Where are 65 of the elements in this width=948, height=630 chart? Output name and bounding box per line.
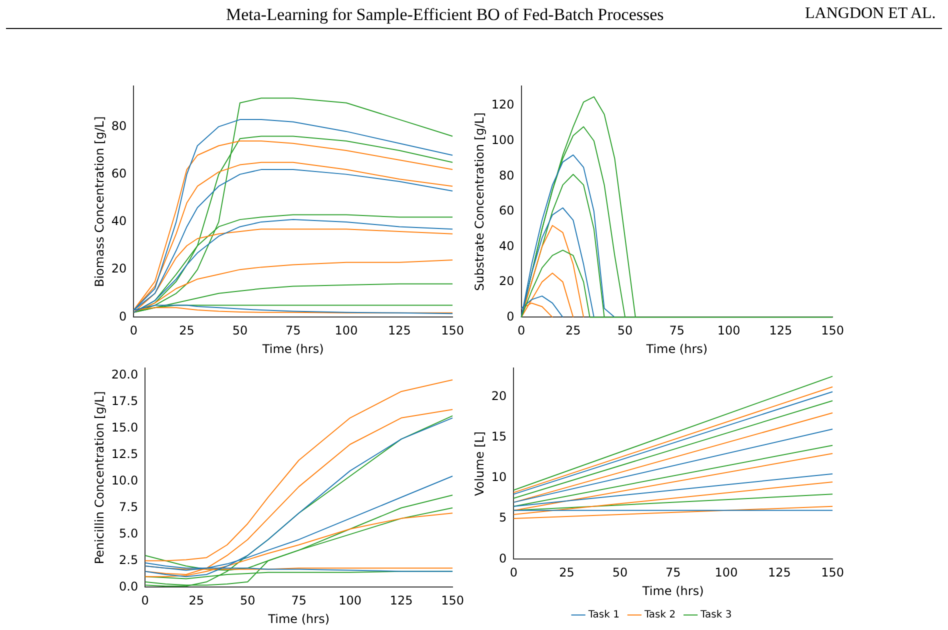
y-tick-label: 20 [111, 262, 127, 276]
y-tick-label: 15 [491, 429, 507, 444]
y-axis-title: Substrate Concentration [g/L] [472, 112, 486, 291]
x-axis-title: Time (hrs) [267, 612, 330, 626]
y-tick-label: 120 [491, 98, 514, 112]
y-tick-label: 60 [499, 204, 514, 218]
y-tick-label: 20 [491, 388, 507, 403]
x-tick-label: 75 [669, 324, 685, 338]
y-tick-label: 0 [499, 551, 507, 566]
x-tick-label: 150 [441, 324, 464, 338]
legend-label: Task 2 [643, 610, 676, 621]
y-axis-title: Volume [L] [472, 431, 486, 496]
y-tick-label: 40 [499, 238, 514, 253]
x-tick-label: 125 [769, 324, 792, 338]
y-tick-label: 7.5 [119, 500, 138, 514]
y-tick-label: 0 [506, 309, 514, 324]
legend-label: Task 3 [700, 610, 732, 621]
y-tick-label: 2.5 [119, 552, 138, 567]
y-tick-label: 20 [499, 274, 514, 288]
x-tick-label: 0 [141, 594, 149, 608]
x-tick-label: 125 [388, 324, 411, 338]
x-tick-label: 125 [390, 594, 413, 608]
y-axis-title: Biomass Concentration [g/L] [92, 116, 106, 288]
x-tick-label: 50 [617, 324, 633, 338]
x-tick-label: 50 [612, 566, 628, 580]
text: LANGDON ET AL. [805, 5, 936, 23]
y-tick-label: 40 [111, 214, 127, 228]
x-tick-label: 100 [714, 566, 738, 580]
x-tick-label: 150 [441, 594, 464, 608]
y-tick-label: 5 [499, 510, 507, 525]
x-axis-title: Time (hrs) [641, 584, 704, 598]
x-tick-label: 100 [717, 324, 740, 338]
x-tick-label: 75 [285, 324, 301, 338]
x-axis-title: Time (hrs) [645, 342, 708, 356]
x-axis-title: Time (hrs) [261, 342, 324, 356]
y-tick-label: 80 [111, 118, 127, 133]
x-tick-label: 25 [566, 324, 581, 338]
y-tick-label: 100 [491, 132, 514, 147]
legend-label: Task 1 [587, 610, 620, 621]
x-tick-label: 25 [188, 594, 204, 608]
x-tick-label: 75 [665, 566, 681, 580]
x-tick-label: 50 [240, 594, 256, 608]
y-tick-label: 10 [491, 470, 507, 484]
x-tick-label: 25 [559, 566, 574, 580]
y-tick-label: 20.0 [111, 368, 138, 382]
y-tick-label: 0.0 [119, 579, 138, 594]
y-tick-label: 10.0 [111, 474, 138, 488]
x-tick-label: 100 [338, 594, 362, 608]
x-tick-label: 50 [232, 324, 248, 338]
y-tick-label: 80 [499, 168, 514, 182]
text: Meta-Learning for Sample-Efficient BO of Fed-Batch Processes [226, 5, 664, 25]
x-tick-label: 150 [821, 566, 844, 580]
x-tick-label: 100 [334, 324, 358, 338]
x-tick-label: 125 [768, 566, 791, 580]
y-tick-label: 60 [111, 166, 127, 180]
x-tick-label: 0 [517, 324, 526, 338]
y-tick-label: 17.5 [111, 394, 138, 408]
y-tick-label: 15.0 [111, 420, 138, 435]
y-tick-label: 5.0 [119, 526, 138, 540]
y-tick-label: 12.5 [111, 447, 138, 462]
x-tick-label: 75 [291, 594, 306, 608]
x-tick-label: 25 [179, 324, 194, 338]
x-tick-label: 150 [821, 324, 844, 338]
y-axis-title: Penicillin Concentration [g/L] [92, 391, 106, 564]
y-tick-label: 0 [119, 309, 127, 324]
